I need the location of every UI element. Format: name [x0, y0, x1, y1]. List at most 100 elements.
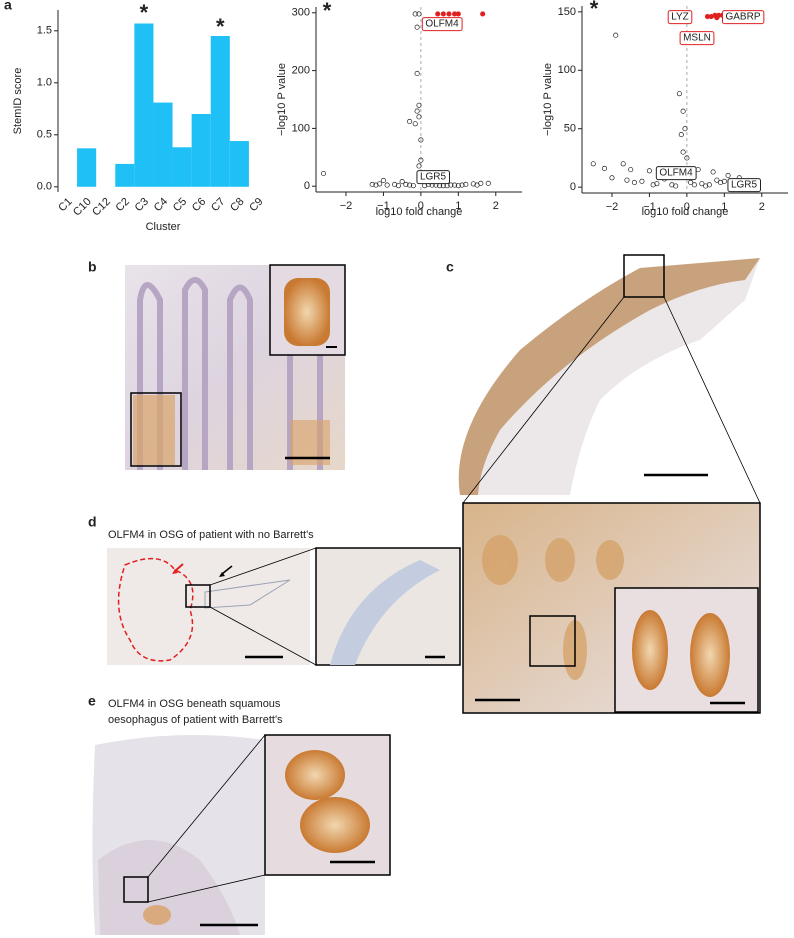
y-tick-label: 1.0 — [37, 77, 52, 89]
point — [680, 108, 686, 114]
point — [320, 170, 327, 177]
point — [412, 121, 418, 127]
gene-label: OLFM4 — [425, 19, 459, 30]
x-tick-label: C6 — [190, 196, 208, 214]
x-tick-label: 1 — [455, 200, 461, 212]
point — [706, 182, 712, 188]
x-tick-label: 0 — [684, 201, 690, 213]
micrograph-c — [458, 254, 761, 714]
y-tick-label: 0 — [304, 180, 310, 192]
point — [721, 178, 727, 184]
y-tick-label: 0.0 — [37, 181, 52, 193]
x-tick-label: −1 — [643, 201, 656, 213]
micrograph-b — [125, 264, 346, 470]
gene-label-box — [727, 178, 761, 193]
point — [452, 182, 458, 188]
point — [459, 182, 465, 188]
x-tick-label: C9 — [247, 196, 265, 214]
gene-label: LYZ — [671, 12, 689, 23]
y-axis-title: −log10 P value — [276, 63, 288, 136]
x-axis-title: log10 fold change — [642, 206, 729, 218]
point — [403, 181, 409, 188]
x-tick-label: C4 — [152, 196, 170, 214]
gene-label: LGR5 — [420, 172, 447, 183]
point — [725, 172, 731, 179]
point — [416, 11, 422, 17]
point — [470, 181, 476, 187]
annotation: * — [140, 0, 149, 25]
point — [380, 177, 386, 183]
y-tick-label: 0.5 — [37, 129, 52, 141]
point — [628, 167, 634, 173]
panel-letter: a — [4, 0, 12, 13]
gene-label-box — [421, 17, 463, 32]
point — [684, 155, 690, 161]
point — [410, 183, 416, 189]
annotation: * — [323, 0, 332, 23]
x-tick-label: C5 — [171, 196, 189, 214]
y-tick-label: 150 — [558, 6, 576, 18]
point — [590, 161, 596, 167]
x-tick-label: 0 — [418, 200, 424, 212]
bar — [77, 148, 97, 187]
bar — [229, 141, 249, 187]
bar — [115, 163, 135, 187]
caption: OLFM4 in OSG beneath squamous — [108, 698, 281, 710]
panel-letter: e — [88, 693, 96, 709]
point — [710, 169, 716, 175]
point — [418, 157, 424, 163]
bar — [172, 147, 192, 187]
point — [673, 183, 679, 189]
x-tick-label: C3 — [133, 196, 151, 214]
point — [624, 177, 630, 183]
point — [609, 175, 615, 181]
point — [688, 179, 694, 186]
x-tick-label: C2 — [114, 196, 132, 214]
x-tick-label: −1 — [377, 200, 390, 212]
point — [407, 118, 413, 125]
point — [440, 11, 446, 17]
point — [414, 70, 420, 77]
point — [384, 182, 390, 188]
y-tick-label: 200 — [292, 65, 310, 77]
x-tick-label: −2 — [340, 200, 353, 212]
point — [416, 114, 422, 120]
gene-label-box — [416, 170, 450, 185]
y-tick-label: 100 — [292, 122, 310, 134]
point — [392, 181, 398, 188]
point — [691, 182, 697, 188]
point — [412, 11, 418, 17]
point — [714, 177, 720, 183]
x-tick-label: 1 — [721, 201, 727, 213]
point — [680, 149, 686, 155]
gene-label-box — [679, 31, 715, 46]
x-axis-title: log10 fold change — [376, 206, 463, 218]
point — [446, 11, 452, 17]
point — [485, 180, 491, 186]
y-axis-title: −log10 P value — [542, 63, 554, 136]
point — [455, 11, 461, 17]
x-tick-label: 2 — [493, 200, 499, 212]
annotation: * — [216, 14, 225, 39]
y-tick-label: 100 — [558, 64, 576, 76]
y-axis-title: StemID score — [12, 68, 24, 135]
point — [418, 137, 424, 143]
point — [699, 181, 705, 187]
point — [703, 183, 709, 189]
caption: oesophagus of patient with Barrett's — [108, 714, 283, 726]
point — [676, 91, 682, 97]
point — [414, 108, 420, 114]
gene-label: LGR5 — [731, 180, 758, 191]
y-tick-label: 0 — [570, 181, 576, 193]
point — [416, 102, 422, 108]
point — [646, 168, 652, 174]
point — [678, 132, 684, 138]
caption: OLFM4 in OSG of patient with no Barrett'… — [108, 529, 314, 541]
bar — [191, 114, 211, 187]
bar — [153, 102, 173, 187]
point — [448, 182, 454, 188]
point — [718, 179, 724, 186]
point — [407, 182, 413, 188]
point — [399, 179, 405, 185]
